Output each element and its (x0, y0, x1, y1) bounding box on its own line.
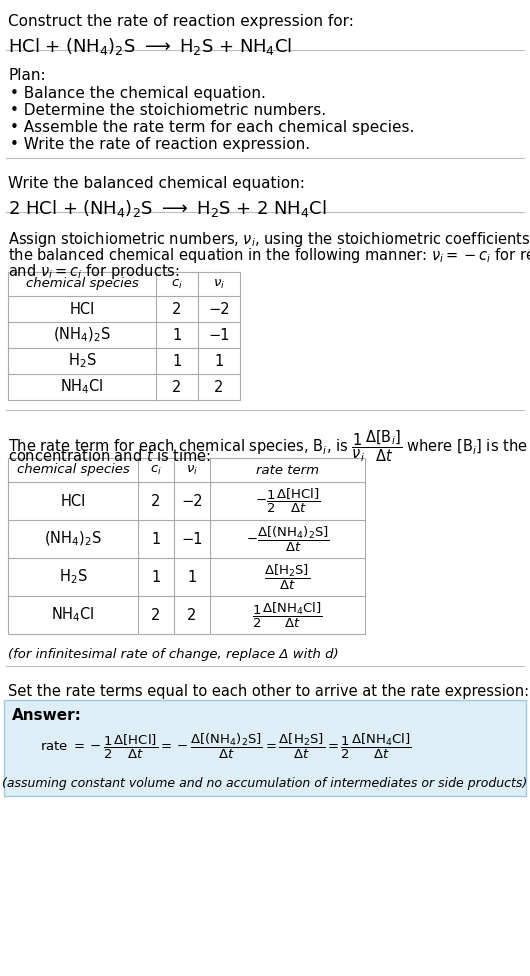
Text: 1: 1 (214, 353, 224, 369)
Text: Assign stoichiometric numbers, $\nu_i$, using the stoichiometric coefficients, $: Assign stoichiometric numbers, $\nu_i$, … (8, 230, 530, 249)
Text: Answer:: Answer: (12, 708, 82, 723)
Text: $c_i$: $c_i$ (171, 277, 183, 291)
Text: H$_2$S: H$_2$S (68, 351, 96, 370)
FancyBboxPatch shape (8, 458, 365, 634)
Text: (NH$_4$)$_2$S: (NH$_4$)$_2$S (53, 326, 111, 345)
Text: chemical species: chemical species (16, 464, 129, 476)
Text: Set the rate terms equal to each other to arrive at the rate expression:: Set the rate terms equal to each other t… (8, 684, 529, 699)
Text: $-\dfrac{\Delta[\mathrm{(NH_4)_2S}]}{\Delta t}$: $-\dfrac{\Delta[\mathrm{(NH_4)_2S}]}{\De… (245, 524, 330, 553)
Text: and $\nu_i = c_i$ for products:: and $\nu_i = c_i$ for products: (8, 262, 180, 281)
Text: NH$_4$Cl: NH$_4$Cl (51, 606, 95, 625)
Text: rate term: rate term (256, 464, 319, 476)
Text: 1: 1 (172, 328, 182, 343)
Text: 1: 1 (152, 532, 161, 547)
Text: −2: −2 (181, 494, 203, 508)
FancyBboxPatch shape (8, 272, 240, 400)
Text: $\nu_i$: $\nu_i$ (186, 464, 198, 476)
Text: NH$_4$Cl: NH$_4$Cl (60, 378, 104, 396)
Text: • Determine the stoichiometric numbers.: • Determine the stoichiometric numbers. (10, 103, 326, 118)
Text: −1: −1 (208, 328, 229, 343)
Text: (assuming constant volume and no accumulation of intermediates or side products): (assuming constant volume and no accumul… (2, 777, 528, 790)
Text: Construct the rate of reaction expression for:: Construct the rate of reaction expressio… (8, 14, 354, 29)
Text: −1: −1 (181, 532, 203, 547)
Text: $\dfrac{1}{2}\dfrac{\Delta[\mathrm{NH_4Cl}]}{\Delta t}$: $\dfrac{1}{2}\dfrac{\Delta[\mathrm{NH_4C… (252, 600, 323, 630)
Text: HCl + (NH$_4$)$_2$S $\longrightarrow$ H$_2$S + NH$_4$Cl: HCl + (NH$_4$)$_2$S $\longrightarrow$ H$… (8, 36, 293, 57)
Text: (NH$_4$)$_2$S: (NH$_4$)$_2$S (44, 530, 102, 549)
Text: 2: 2 (151, 607, 161, 623)
Text: 2 HCl + (NH$_4$)$_2$S $\longrightarrow$ H$_2$S + 2 NH$_4$Cl: 2 HCl + (NH$_4$)$_2$S $\longrightarrow$ … (8, 198, 326, 219)
Text: 2: 2 (172, 380, 182, 394)
Text: rate $= -\dfrac{1}{2}\dfrac{\Delta[\mathrm{HCl}]}{\Delta t} = -\dfrac{\Delta[\ma: rate $= -\dfrac{1}{2}\dfrac{\Delta[\math… (40, 731, 412, 760)
Text: −2: −2 (208, 302, 230, 316)
Text: 2: 2 (172, 302, 182, 316)
Text: chemical species: chemical species (25, 277, 138, 291)
Text: 2: 2 (187, 607, 197, 623)
Text: (for infinitesimal rate of change, replace Δ with d): (for infinitesimal rate of change, repla… (8, 648, 339, 661)
Text: HCl: HCl (69, 302, 95, 316)
Text: 2: 2 (151, 494, 161, 508)
Text: 1: 1 (152, 570, 161, 585)
Text: 2: 2 (214, 380, 224, 394)
Text: 1: 1 (188, 570, 197, 585)
Text: $\dfrac{\Delta[\mathrm{H_2S}]}{\Delta t}$: $\dfrac{\Delta[\mathrm{H_2S}]}{\Delta t}… (264, 562, 311, 591)
Text: 1: 1 (172, 353, 182, 369)
Text: • Assemble the rate term for each chemical species.: • Assemble the rate term for each chemic… (10, 120, 414, 135)
Text: • Balance the chemical equation.: • Balance the chemical equation. (10, 86, 266, 101)
Text: H$_2$S: H$_2$S (59, 568, 87, 587)
Text: $\nu_i$: $\nu_i$ (213, 277, 225, 291)
Text: the balanced chemical equation in the following manner: $\nu_i = -c_i$ for react: the balanced chemical equation in the fo… (8, 246, 530, 265)
Text: Write the balanced chemical equation:: Write the balanced chemical equation: (8, 176, 305, 191)
Text: • Write the rate of reaction expression.: • Write the rate of reaction expression. (10, 137, 310, 152)
Text: $-\dfrac{1}{2}\dfrac{\Delta[\mathrm{HCl}]}{\Delta t}$: $-\dfrac{1}{2}\dfrac{\Delta[\mathrm{HCl}… (255, 487, 320, 515)
FancyBboxPatch shape (4, 700, 526, 796)
Text: The rate term for each chemical species, B$_i$, is $\dfrac{1}{\nu_i}\dfrac{\Delt: The rate term for each chemical species,… (8, 428, 530, 464)
Text: HCl: HCl (60, 494, 86, 508)
Text: $c_i$: $c_i$ (150, 464, 162, 476)
Text: Plan:: Plan: (8, 68, 46, 83)
Text: concentration and $t$ is time:: concentration and $t$ is time: (8, 448, 211, 464)
